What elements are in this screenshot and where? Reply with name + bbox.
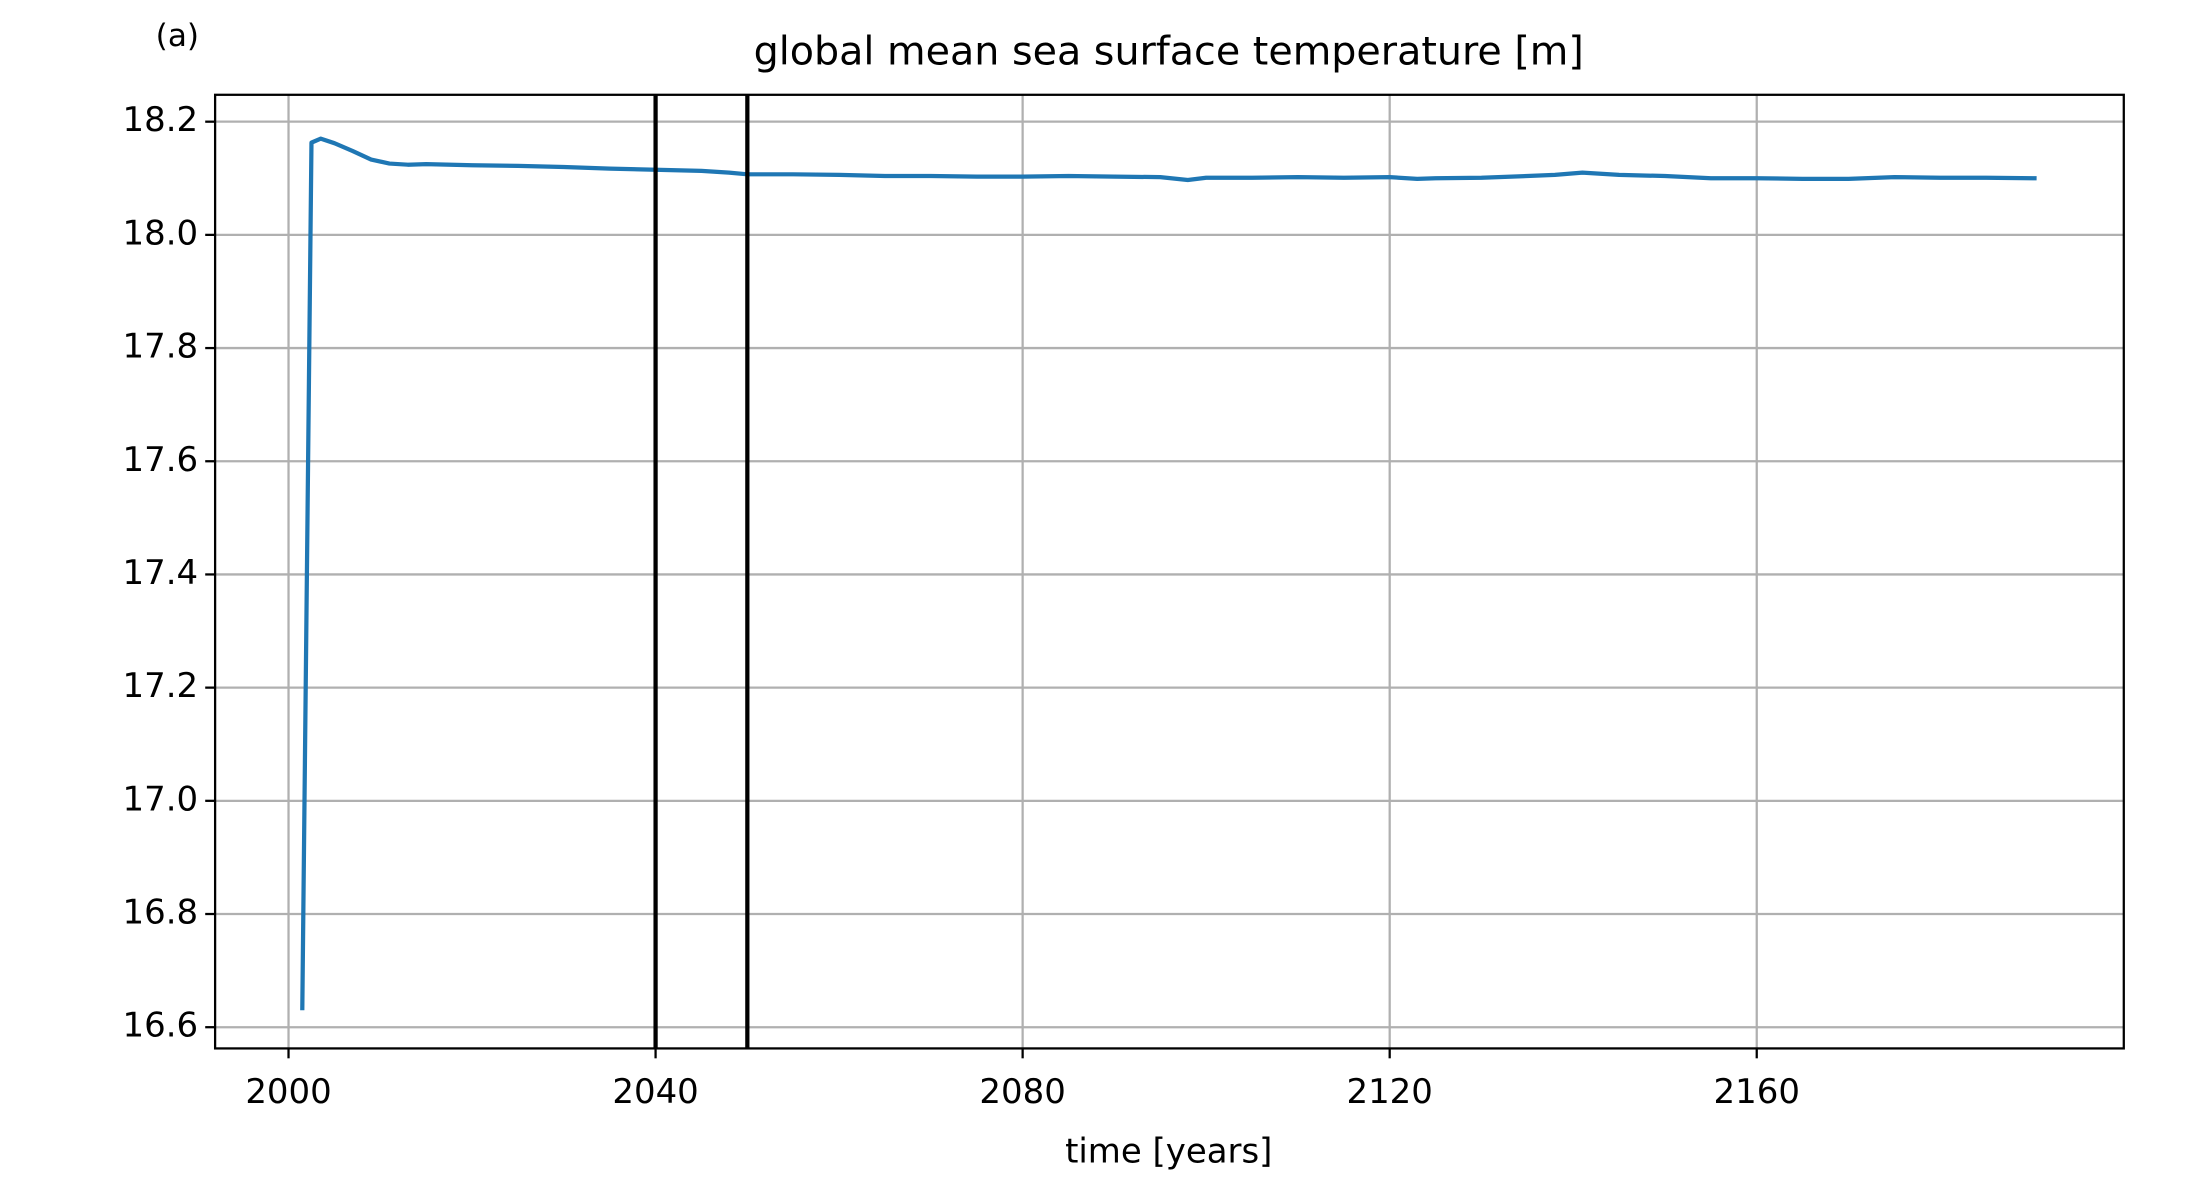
x-tick-label: 2000 bbox=[245, 1072, 331, 1112]
x-axis-label: time [years] bbox=[1065, 1132, 1272, 1172]
data-line bbox=[300, 136, 2037, 1011]
chart-title: global mean sea surface temperature [m] bbox=[754, 28, 1584, 74]
y-tick-label: 17.2 bbox=[123, 666, 199, 706]
y-tick-label: 18.0 bbox=[123, 213, 199, 253]
y-tick-label: 17.0 bbox=[123, 779, 199, 819]
x-tick-label: 2080 bbox=[979, 1072, 1065, 1112]
y-tick-label: 17.6 bbox=[123, 440, 199, 480]
plot-frame bbox=[213, 93, 2125, 1050]
x-tick-label: 2120 bbox=[1346, 1072, 1432, 1112]
panel-label: (a) bbox=[156, 18, 199, 54]
y-tick-label: 16.6 bbox=[123, 1006, 199, 1046]
y-tick-label: 16.8 bbox=[123, 893, 199, 933]
y-tick-label: 17.8 bbox=[123, 327, 199, 367]
x-tick-label: 2040 bbox=[612, 1072, 698, 1112]
x-tick-label: 2160 bbox=[1714, 1072, 1800, 1112]
y-tick-label: 17.4 bbox=[123, 553, 199, 593]
y-tick-label: 18.2 bbox=[123, 100, 199, 140]
